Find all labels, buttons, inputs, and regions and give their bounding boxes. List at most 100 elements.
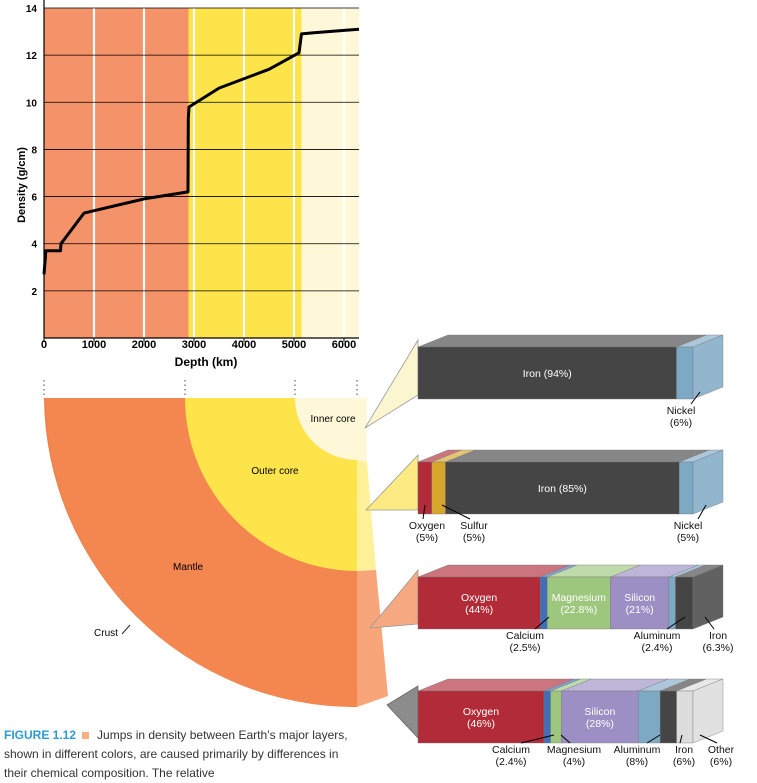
y-tick-label: 6 [31,193,37,204]
dotted-connectors [43,380,358,398]
label-magnesium: (4%) [563,756,585,768]
label-aluminum: (2.4%) [642,642,673,654]
chart-gridlines [44,7,359,338]
leader-line [690,391,701,405]
bar-segment-magnesium [546,576,611,630]
composition-bar-outer-core: Oxygen(5%)Sulfur(5%)Iron (85%)Nickel(5%) [409,449,724,544]
x-tick-label: 3000 [182,339,206,351]
label-magnesium: Magnesium [547,744,602,756]
inner-core-wedge [295,398,357,460]
label-calcium: (2.4%) [496,756,527,768]
label-nickel: Nickel [674,520,703,532]
x-tick-label: 4000 [232,339,256,351]
x-tick-label: 5000 [282,339,306,351]
label-iron: (6.3%) [703,642,734,654]
x-tick-label: 6000 [332,339,356,351]
bar-top-iron [445,449,710,463]
inner-core-label: Inner core [310,414,355,425]
label-sulfur: Sulfur [460,520,488,532]
bar-side [692,449,724,515]
figure-caption: FIGURE 1.12 Jumps in density between Eart… [4,726,354,783]
label-iron: Iron (85%) [538,483,587,495]
composition-bars: Iron (94%)Nickel(6%)Oxygen(5%)Sulfur(5%)… [409,334,735,768]
label-iron: Iron (94%) [523,368,572,380]
leader-line [534,616,550,630]
bar-segment-calcium [543,690,551,744]
bar-segment-nickel [676,346,694,400]
y-axis-label: Density (g/cm) [16,147,28,223]
label-calcium: Calcium [506,630,544,642]
label-sulfur: (5%) [463,532,485,544]
label-other: Other [708,744,735,756]
bar-segment-other [676,690,694,744]
leader-line [697,504,707,520]
leader-line [699,734,718,744]
label-oxygen: Oxygen [463,706,499,718]
y-tick-label: 8 [31,145,37,156]
label-aluminum: (8%) [626,756,648,768]
density-curve [42,27,360,275]
x-tick-label: 2000 [132,339,156,351]
label-calcium: Calcium [492,744,530,756]
bar-top-iron [417,334,707,348]
x-tick-label: 1000 [82,339,106,351]
mantle-label: Mantle [173,562,203,573]
label-nickel: (5%) [677,532,699,544]
chart-tick-labels: 2 4 6 8 10 12 14 0 1000 2000 3000 4000 5000 6000 [26,4,356,351]
label-aluminum: Aluminum [634,630,681,642]
bar-segment-iron [659,690,677,744]
composition-bar-mantle: Oxygen(44%) Calcium(2.5%) Magnesium(22.8%)… [417,564,734,654]
crust-leader [121,624,131,635]
figure-label: FIGURE 1.12 [4,728,77,742]
leader-line [646,734,661,744]
leader-line [666,616,686,630]
label-oxygen: Oxygen [409,520,445,532]
crust-callout [386,685,419,740]
band-inner_core [301,8,359,338]
leader-line [441,504,471,520]
bar-segment-aluminum [638,690,661,744]
label-nickel: (6%) [670,417,692,429]
label-oxygen: (46%) [467,718,495,730]
leader-line [520,734,555,744]
y-tick-label: 4 [31,240,37,251]
caption-marker [82,731,90,739]
label-iron: Iron [709,630,727,642]
leader-line [422,504,426,520]
label-aluminum: Aluminum [614,744,661,756]
chart-axes [43,0,359,342]
bar-segment-iron [417,346,677,400]
y-tick-label: 14 [26,4,38,15]
bar-segment-iron [445,461,680,515]
x-axis-label: Depth (km) [175,355,238,369]
inner-core-side [357,398,367,462]
bar-segment-silicon [561,690,639,744]
leader-line [679,734,683,744]
label-oxygen: (44%) [465,604,493,616]
composition-bar-crust: Oxygen(46%) Calcium(2.4%) Magnesium(4%) Sil… [417,678,735,768]
label-silicon: (28%) [586,718,614,730]
composition-bar-inner-core: Iron (94%) Nickel(6%) [417,334,724,429]
label-other: (6%) [710,756,732,768]
bar-segment-oxygen [417,690,545,744]
bar-segment-oxygen [417,576,541,630]
label-nickel: Nickel [667,405,696,417]
cross-section [44,398,388,708]
bar-side [692,334,724,400]
band-mantle [44,8,189,338]
label-silicon: Silicon [624,592,655,604]
y-tick-label: 12 [26,51,38,62]
mantle-side [357,570,388,707]
crust-label: Crust [94,628,118,639]
label-iron: (6%) [673,756,695,768]
outer-core-side [357,460,376,571]
label-magnesium: (22.8%) [560,604,597,616]
label-iron: Iron [675,744,693,756]
layer-bands [44,8,359,338]
y-tick-label: 2 [31,287,37,298]
bar-side [692,564,724,630]
bar-segment-aluminum [668,576,676,630]
label-calcium: (2.5%) [510,642,541,654]
leader-line [704,616,715,630]
